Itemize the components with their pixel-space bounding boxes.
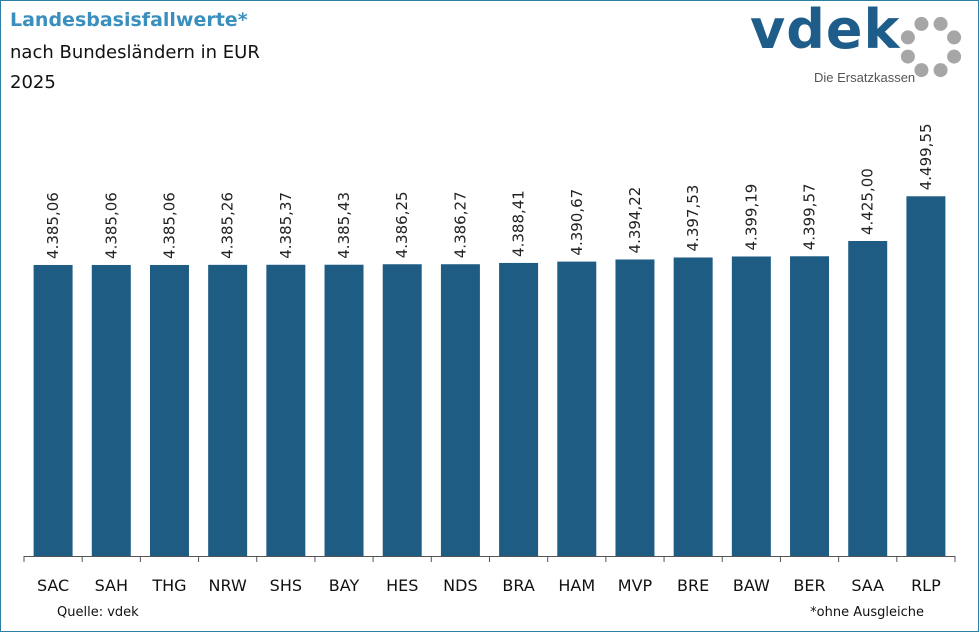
logo-dot: [947, 30, 962, 45]
data-label: 4.385,37: [277, 192, 295, 259]
category-label: SAC: [37, 576, 69, 595]
bar-bay: [324, 264, 364, 556]
category-label: NRW: [209, 576, 247, 595]
data-label: 4.499,55: [917, 123, 935, 190]
category-label: SHS: [270, 576, 302, 595]
data-label: 4.390,67: [568, 189, 586, 256]
category-label: BAW: [733, 576, 770, 595]
source-note: Quelle: vdek: [57, 605, 139, 620]
data-label: 4.385,06: [160, 192, 178, 259]
category-label: HES: [386, 576, 418, 595]
bar-nrw: [208, 264, 248, 556]
data-label: 4.386,25: [393, 191, 411, 258]
chart-subtitle: nach Bundesländern in EUR: [10, 42, 260, 63]
bar-nds: [440, 264, 480, 556]
data-label: 4.397,53: [684, 185, 702, 252]
logo-dot: [933, 63, 948, 78]
data-label: 4.394,22: [626, 187, 644, 254]
logo-dot: [900, 49, 915, 64]
bar-rlp: [906, 196, 946, 556]
bar-bra: [499, 262, 539, 556]
chart-title: Landesbasisfallwerte*: [10, 9, 248, 31]
logo-tagline: Die Ersatzkassen: [814, 70, 916, 85]
category-label: RLP: [911, 576, 941, 595]
bar-ber: [790, 256, 830, 556]
bar-sac: [33, 264, 73, 556]
category-label: BAY: [329, 576, 360, 595]
logo-dot: [914, 63, 929, 78]
category-label: BRE: [677, 576, 709, 595]
chart-year: 2025: [10, 72, 56, 93]
bar-hes: [382, 264, 422, 556]
data-label: 4.385,26: [219, 192, 237, 259]
footnote: *ohne Ausgleiche: [810, 605, 924, 620]
bar-thg: [149, 264, 189, 556]
category-label: BRA: [502, 576, 534, 595]
data-label: 4.388,41: [510, 190, 528, 257]
category-label: SAA: [851, 576, 884, 595]
logo-dot-ring-icon: [900, 16, 962, 78]
bar-shs: [266, 264, 306, 556]
logo-wordmark: vdek: [750, 0, 901, 61]
category-label: THG: [151, 576, 186, 595]
category-label: NDS: [443, 576, 477, 595]
bar-mvp: [615, 259, 655, 556]
data-label: 4.385,06: [102, 192, 120, 259]
data-label: 4.385,06: [44, 192, 62, 259]
category-label: SAH: [95, 576, 128, 595]
category-label: BER: [793, 576, 825, 595]
logo-dot: [933, 16, 948, 31]
category-label: HAM: [558, 576, 595, 595]
data-label: 4.386,27: [451, 191, 469, 258]
bar-sah: [91, 264, 131, 556]
vdek-logo: vdek Die Ersatzkassen: [748, 0, 968, 90]
data-label: 4.399,57: [801, 183, 819, 250]
logo-dot: [914, 16, 929, 31]
bar-bre: [673, 257, 713, 556]
bar-ham: [557, 261, 597, 556]
bar-baw: [731, 256, 771, 556]
category-label: MVP: [618, 576, 653, 595]
logo-dot: [900, 30, 915, 45]
data-label: 4.425,00: [859, 168, 877, 235]
logo-dot: [947, 49, 962, 64]
data-label: 4.385,43: [335, 192, 353, 259]
data-label: 4.399,19: [742, 184, 760, 251]
bar-saa: [848, 241, 888, 556]
